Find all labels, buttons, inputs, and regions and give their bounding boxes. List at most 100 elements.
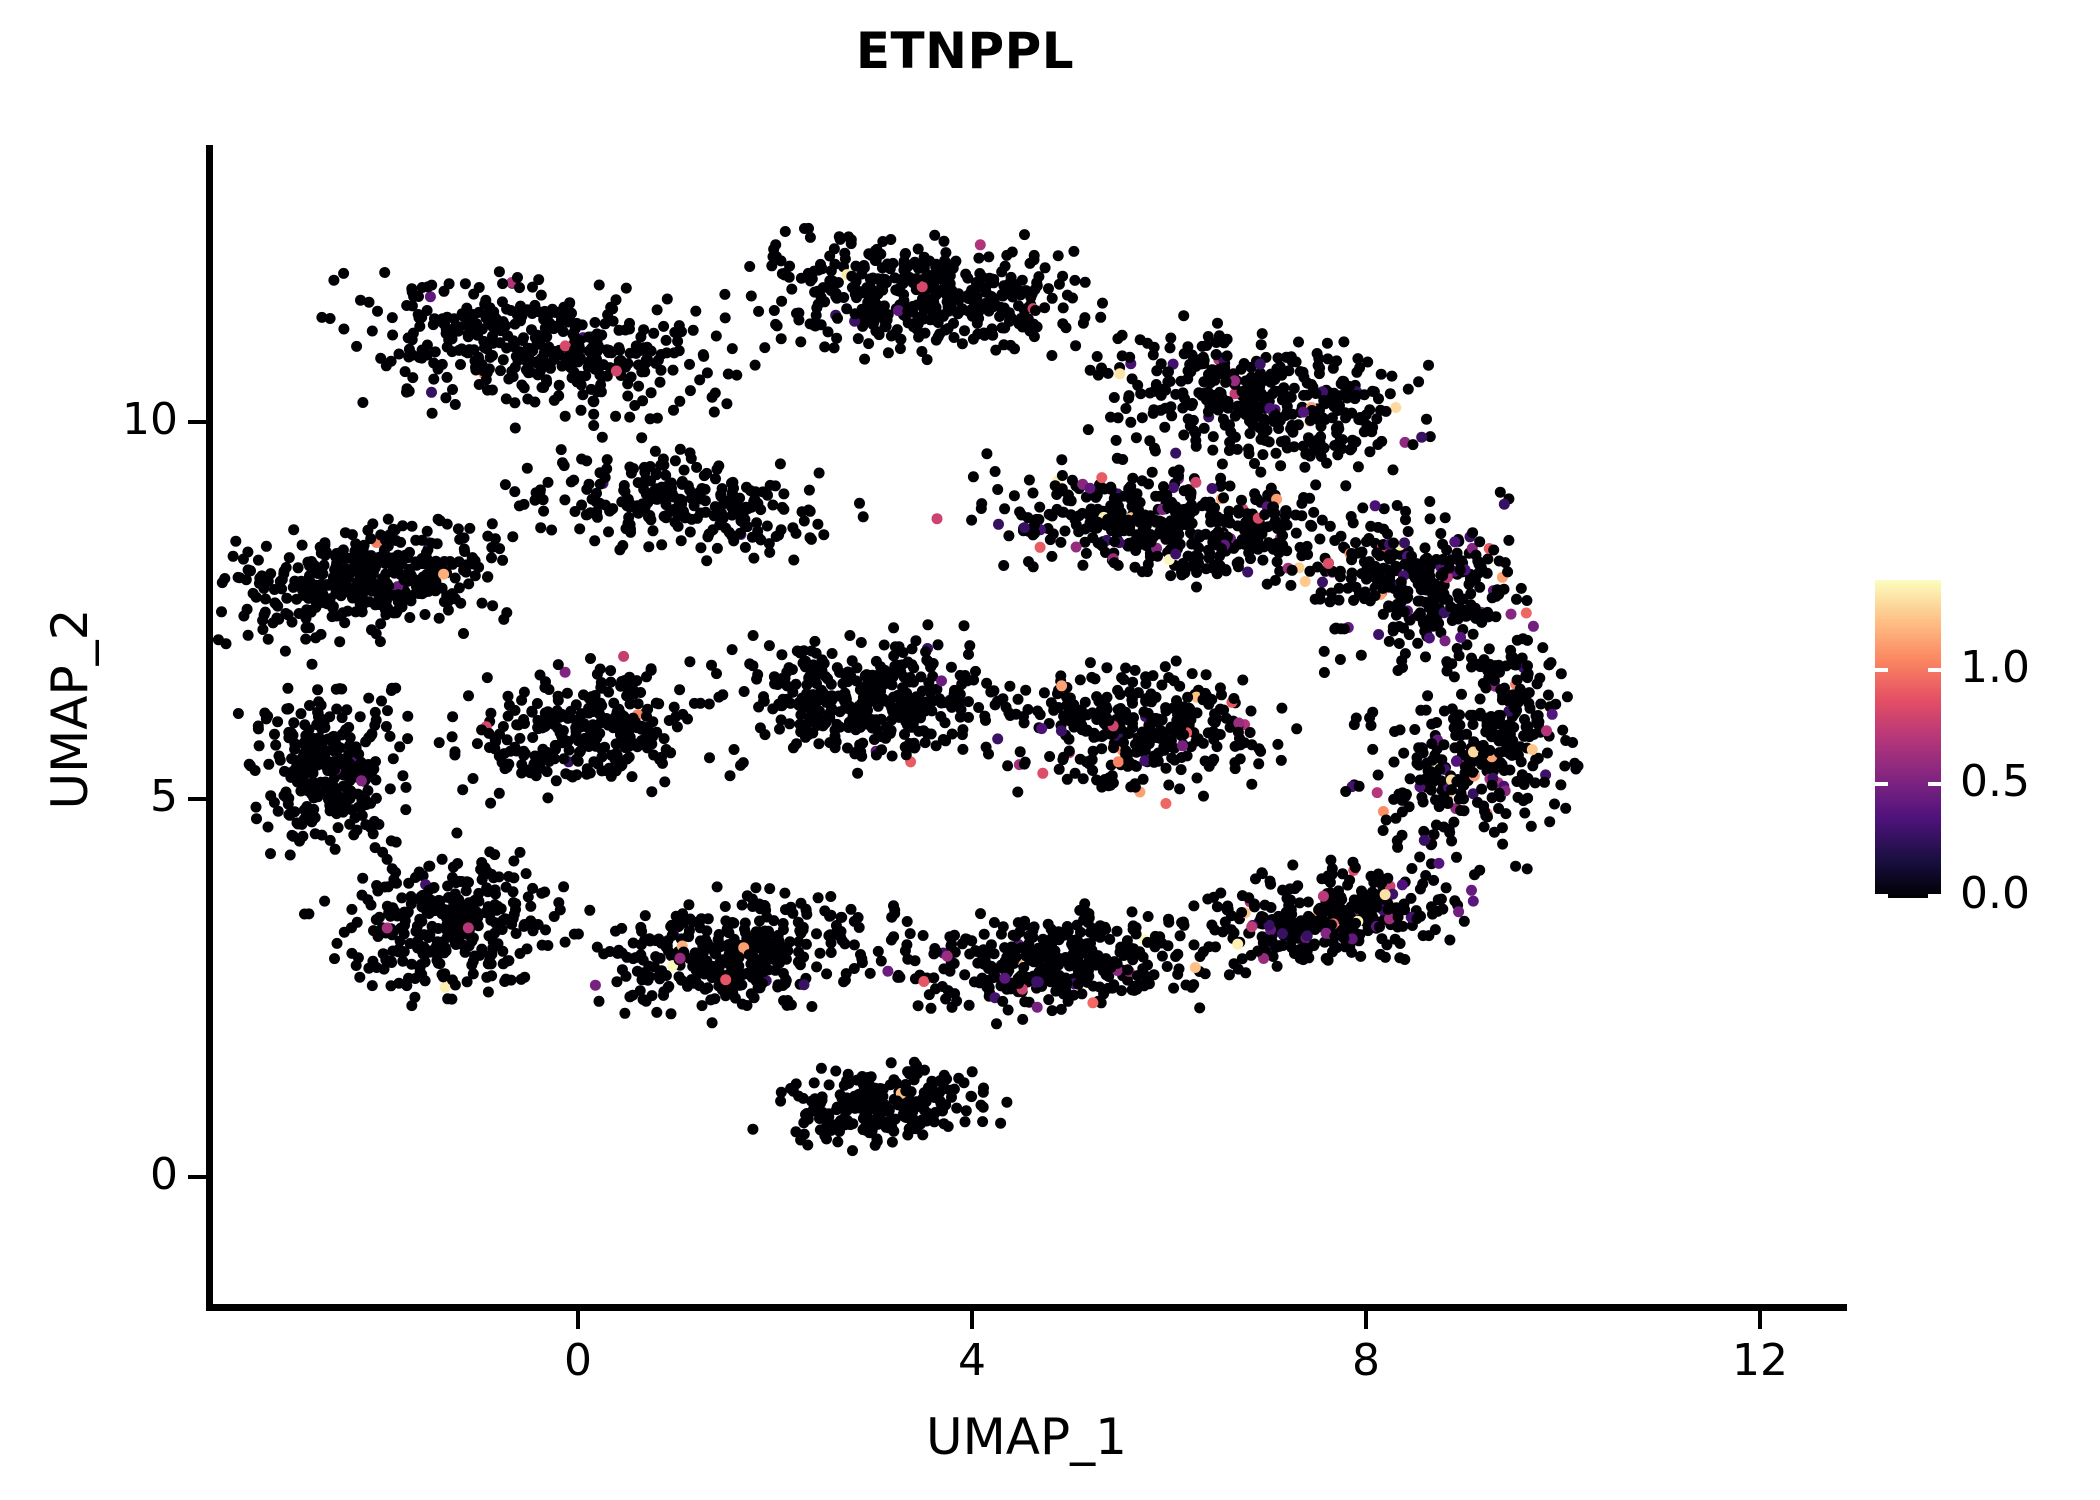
scatter-point <box>691 461 703 473</box>
scatter-point <box>876 279 888 291</box>
scatter-point <box>587 706 599 717</box>
scatter-point <box>383 907 395 919</box>
scatter-point <box>1349 393 1361 405</box>
scatter-point <box>713 691 725 703</box>
scatter-point <box>919 737 931 749</box>
scatter-point <box>1378 503 1390 515</box>
scatter-point <box>1240 408 1252 420</box>
scatter-point <box>414 577 426 589</box>
scatter-point <box>1496 822 1508 834</box>
scatter-point <box>714 957 726 969</box>
scatter-point <box>267 617 279 629</box>
scatter-point <box>1342 582 1354 594</box>
scatter-point <box>899 694 911 706</box>
scatter-point <box>849 308 861 320</box>
scatter-point <box>298 804 310 816</box>
scatter-point <box>514 948 526 959</box>
scatter-point <box>710 508 722 520</box>
scatter-point <box>950 293 962 305</box>
scatter-point <box>571 317 583 329</box>
scatter-point <box>1158 744 1170 756</box>
scatter-point <box>1451 547 1463 559</box>
scatter-point <box>440 392 452 404</box>
scatter-point <box>842 742 853 754</box>
scatter-point <box>653 698 665 710</box>
scatter-point <box>1166 410 1178 422</box>
scatter-point <box>257 624 269 635</box>
scatter-point <box>486 518 498 530</box>
scatter-point <box>785 999 797 1011</box>
scatter-point <box>461 976 473 988</box>
scatter-point <box>452 858 464 869</box>
scatter-point <box>901 719 913 731</box>
scatter-point <box>857 511 869 523</box>
scatter-point <box>480 294 492 306</box>
scatter-point <box>442 604 454 616</box>
scatter-point <box>884 727 896 739</box>
scatter-point <box>888 650 900 662</box>
scatter-point <box>665 1008 677 1020</box>
scatter-point <box>1374 550 1386 562</box>
scatter-point <box>1402 526 1414 537</box>
scatter-point <box>610 410 622 422</box>
scatter-point <box>1254 358 1266 370</box>
scatter-point <box>1372 439 1384 450</box>
scatter-point <box>1067 292 1078 304</box>
scatter-point <box>1165 570 1177 582</box>
scatter-point <box>375 529 387 541</box>
scatter-point <box>508 339 520 351</box>
scatter-point <box>276 583 288 595</box>
scatter-point <box>1142 558 1154 570</box>
scatter-point <box>553 711 565 723</box>
scatter-point <box>508 855 520 867</box>
scatter-point <box>1003 530 1015 542</box>
scatter-point <box>433 612 445 624</box>
scatter-point <box>1108 742 1119 754</box>
scatter-point <box>602 719 614 731</box>
scatter-point <box>758 695 770 707</box>
scatter-point <box>1399 537 1410 549</box>
scatter-point <box>1497 838 1509 850</box>
scatter-point <box>1411 752 1423 764</box>
scatter-point <box>553 379 565 391</box>
scatter-point <box>759 942 771 954</box>
scatter-point <box>1132 379 1144 391</box>
scatter-point <box>1208 753 1220 765</box>
scatter-point <box>1399 558 1411 570</box>
scatter-point <box>527 281 538 293</box>
scatter-point <box>300 730 312 742</box>
scatter-point <box>1312 561 1324 573</box>
y-axis-spine <box>206 145 213 1311</box>
scatter-point <box>684 484 696 496</box>
scatter-point <box>643 494 655 506</box>
scatter-point <box>1120 403 1132 414</box>
scatter-point <box>721 398 733 410</box>
scatter-point <box>606 504 617 515</box>
scatter-point <box>1280 505 1292 517</box>
scatter-point <box>811 928 822 940</box>
scatter-point <box>924 687 936 699</box>
scatter-point <box>308 563 320 575</box>
scatter-point <box>286 829 298 841</box>
scatter-point <box>541 312 553 324</box>
scatter-point <box>1026 288 1038 300</box>
scatter-point <box>1029 527 1041 539</box>
scatter-point <box>959 670 971 681</box>
scatter-point <box>451 827 463 839</box>
scatter-point <box>1392 841 1404 853</box>
scatter-point <box>848 939 860 951</box>
scatter-point <box>531 329 543 341</box>
scatter-point <box>1388 537 1399 549</box>
scatter-point <box>603 344 615 356</box>
scatter-point <box>728 535 740 547</box>
scatter-point <box>583 356 595 368</box>
scatter-point <box>668 701 680 713</box>
scatter-point <box>795 272 807 284</box>
scatter-point <box>242 546 254 558</box>
scatter-point <box>278 565 290 577</box>
scatter-point <box>1182 691 1194 703</box>
scatter-point <box>454 533 466 545</box>
scatter-point <box>970 665 981 677</box>
scatter-point <box>1414 774 1426 786</box>
scatter-point <box>1012 693 1024 705</box>
